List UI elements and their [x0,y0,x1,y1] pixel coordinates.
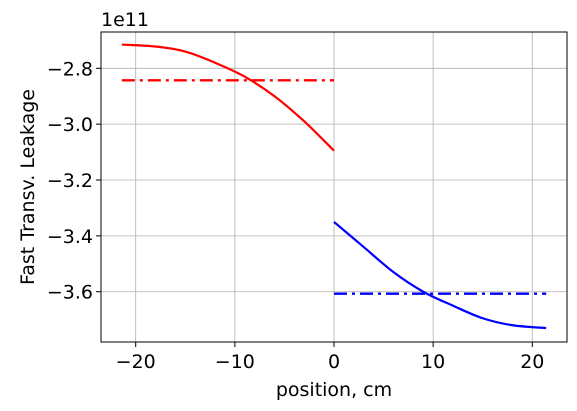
grid [101,32,567,342]
x-tick-label: −10 [215,351,255,373]
y-tick-label: −3.0 [47,114,93,136]
y-tick-label: −3.6 [47,282,93,304]
y-offset-label: 1e11 [101,9,149,31]
y-axis: −3.6 −3.4 −3.2 −3.0 −2.8 [47,58,101,304]
x-tick-label: −20 [116,351,156,373]
x-tick-label: 20 [520,351,544,373]
x-axis: −20 −10 0 10 20 [116,342,544,373]
y-tick-label: −3.2 [47,170,93,192]
x-tick-label: 10 [421,351,445,373]
x-tick-label: 0 [328,351,340,373]
series-line-3 [333,221,547,330]
series-line-1 [121,43,335,152]
y-axis-label: Fast Transv. Leakage [17,89,39,285]
y-tick-label: −3.4 [47,226,93,248]
x-axis-label: position, cm [276,379,392,401]
y-tick-label: −2.8 [47,58,93,80]
series-group [121,43,547,330]
